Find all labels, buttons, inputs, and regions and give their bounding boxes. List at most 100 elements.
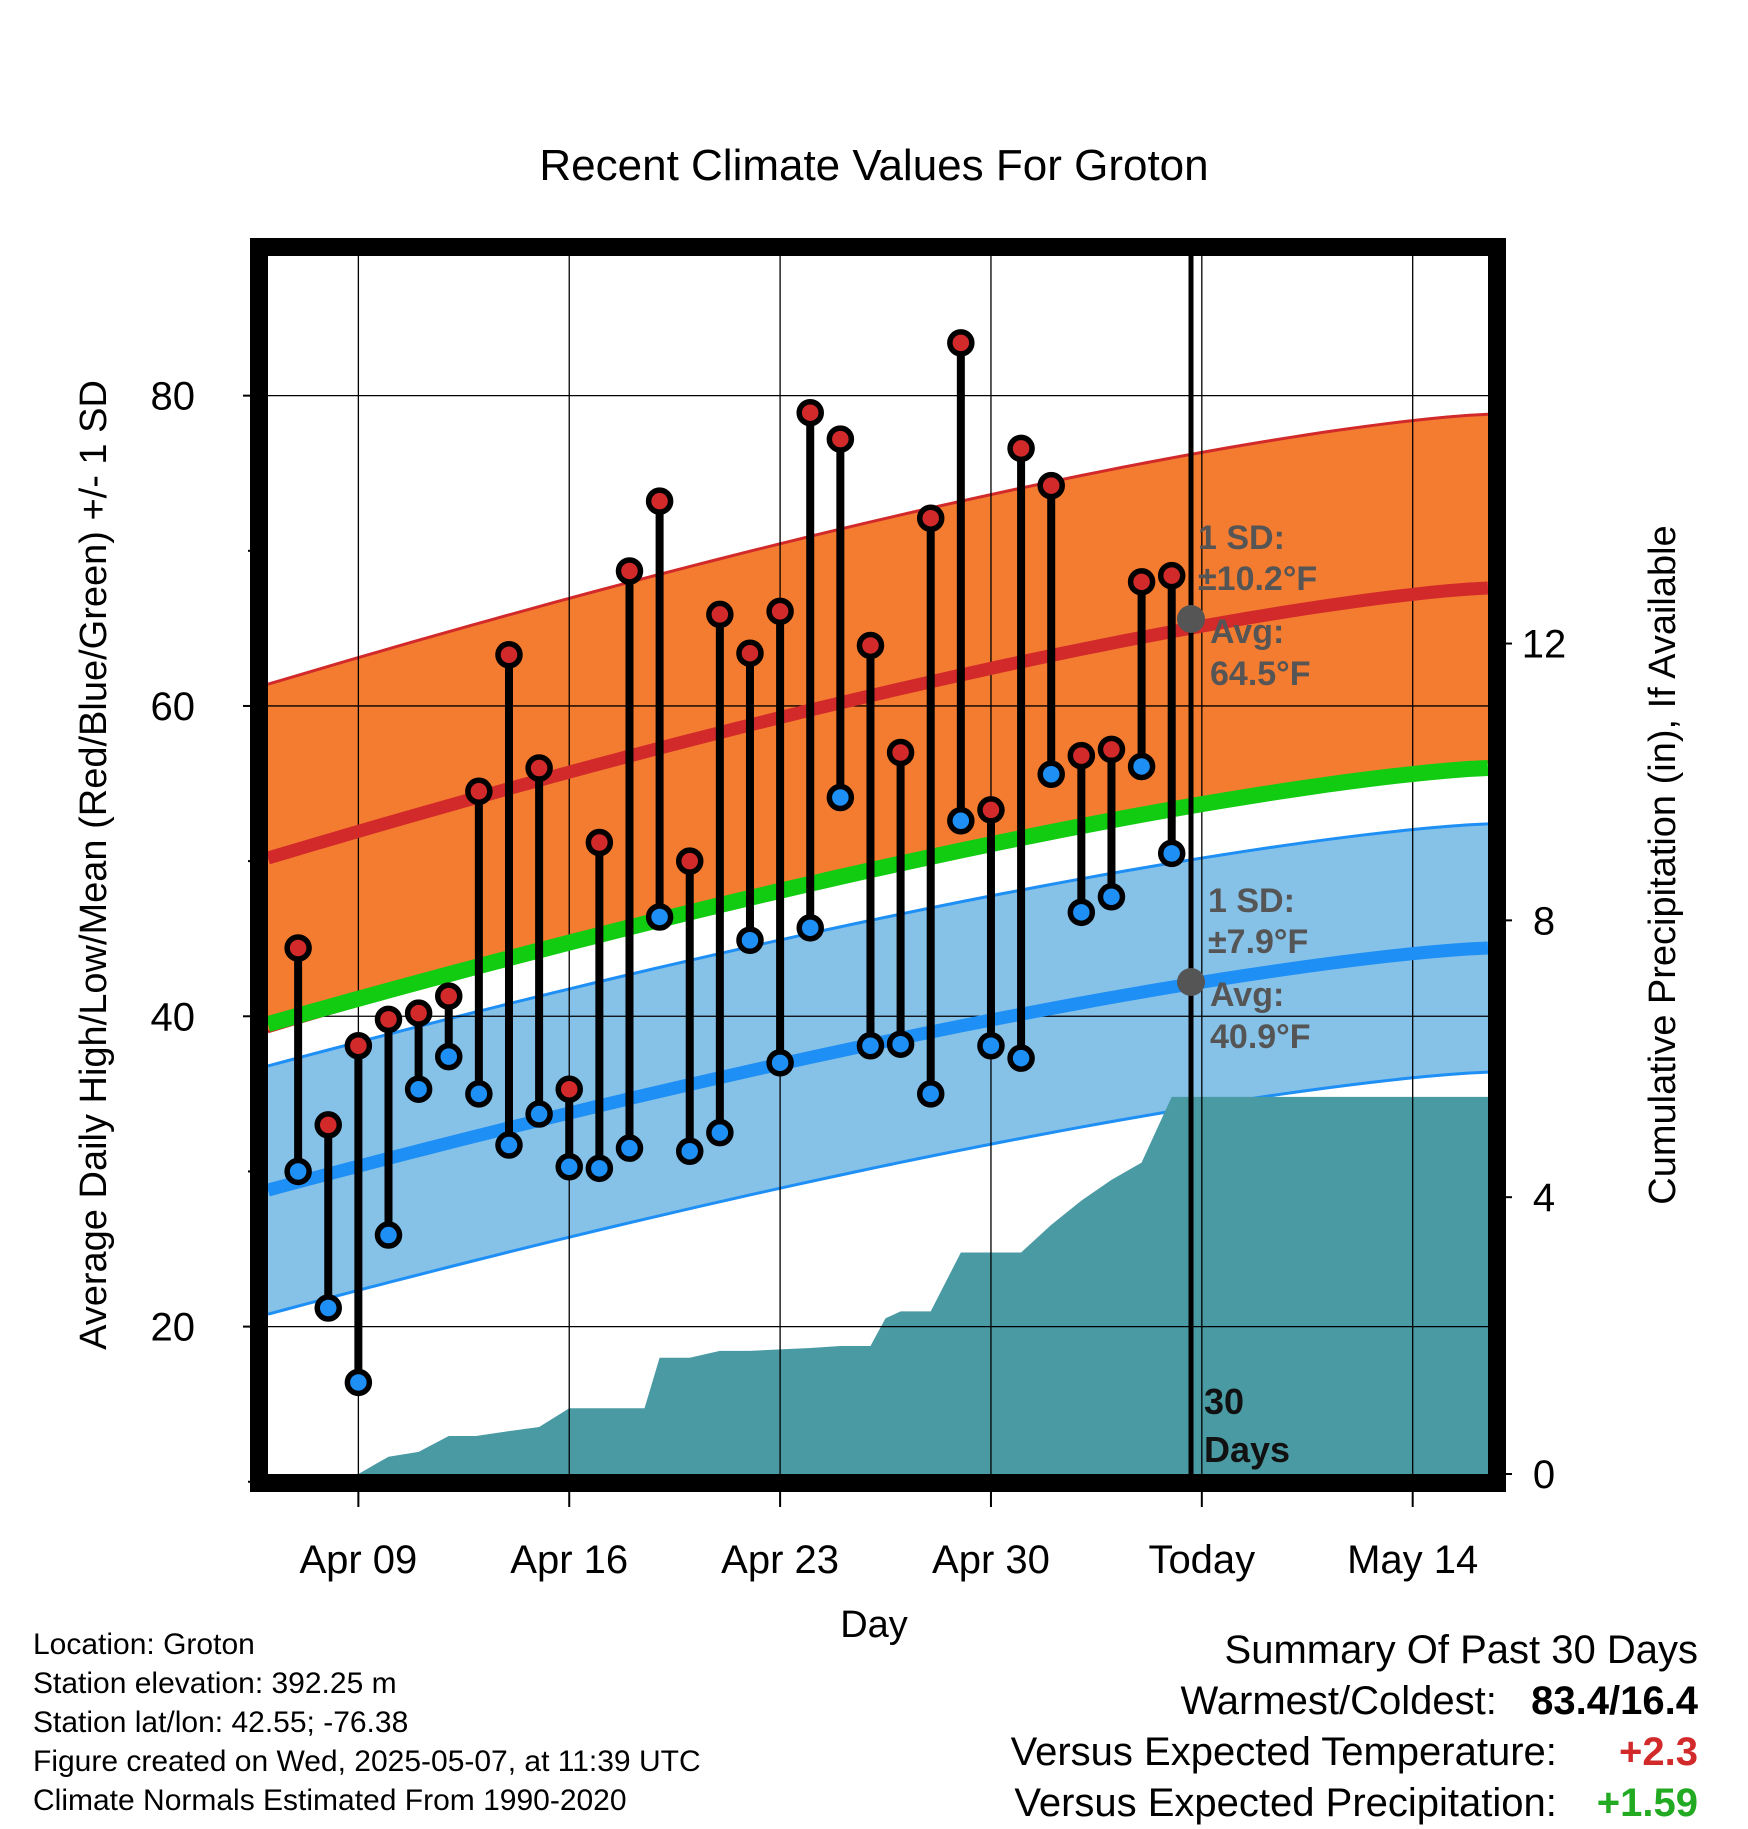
daily-high-point	[495, 641, 523, 669]
low-sd-band	[268, 823, 1488, 1315]
daily-high-point	[1037, 471, 1065, 500]
daily-low-point	[856, 1032, 885, 1060]
low-sd-label: 1 SD:	[1208, 882, 1295, 920]
daily-high-point	[826, 425, 855, 453]
daily-low-point	[1037, 760, 1065, 788]
daily-low-point	[886, 1030, 915, 1058]
latlon-text: Station lat/lon: 42.55; -76.38	[33, 1706, 409, 1739]
y-right-tick-label: 0	[1533, 1453, 1555, 1497]
location-text: Location: Groton	[33, 1628, 255, 1661]
precip-layer	[358, 1096, 1488, 1474]
daily-high-point	[706, 600, 734, 629]
daily-low-point	[706, 1118, 734, 1147]
daily-high-point	[434, 982, 463, 1010]
summary-temp: Versus Expected Temperature: +2.3	[1011, 1727, 1698, 1778]
daily-low-point	[434, 1042, 463, 1071]
daily-high-point	[675, 847, 704, 875]
right-axis: 0 4 8 12	[1497, 623, 1566, 1497]
days-label-text: Days	[1204, 1429, 1290, 1470]
chart-title: Recent Climate Values For Groton	[539, 141, 1208, 190]
x-tick-label: Apr 09	[299, 1538, 417, 1582]
daily-high-point	[344, 1032, 373, 1060]
daily-low-point	[1157, 839, 1186, 868]
daily-markers	[284, 329, 1186, 1397]
daily-high-point	[947, 329, 975, 357]
daily-low-point	[374, 1221, 403, 1249]
daily-high-point	[645, 487, 674, 515]
daily-low-point	[675, 1137, 704, 1166]
warm-cold-label: Warmest/Coldest:	[1180, 1679, 1497, 1723]
daily-low-point	[1127, 752, 1156, 781]
daily-high-point	[856, 631, 885, 660]
precip-label: Versus Expected Precipitation:	[1014, 1781, 1557, 1825]
daily-high-point	[916, 504, 945, 532]
y-left-tick-label: 60	[151, 685, 196, 729]
daily-low-point	[284, 1157, 312, 1186]
daily-high-point	[1007, 434, 1035, 463]
daily-high-point	[525, 754, 553, 782]
daily-low-point	[645, 903, 674, 931]
low-sd-value: ±7.9°F	[1208, 923, 1308, 961]
y-right-tick-label: 8	[1533, 899, 1555, 943]
daily-low-point	[314, 1294, 342, 1322]
daily-low-point	[947, 807, 975, 835]
y-left-tick-label: 40	[151, 995, 196, 1039]
normals-text: Climate Normals Estimated From 1990-2020	[33, 1784, 627, 1817]
daily-low-point	[766, 1049, 794, 1077]
daily-low-point	[1067, 898, 1096, 927]
daily-low-point	[1097, 883, 1126, 911]
y-left-tick-label: 80	[151, 375, 196, 419]
days-label-number: 30	[1204, 1381, 1244, 1422]
daily-low-point	[344, 1368, 373, 1397]
y-right-tick-label: 4	[1533, 1176, 1555, 1220]
summary-precip: Versus Expected Precipitation: +1.59	[1011, 1778, 1698, 1829]
daily-high-point	[314, 1111, 342, 1139]
daily-low-point	[585, 1154, 614, 1183]
daily-low-point	[826, 783, 855, 812]
daily-high-point	[1157, 561, 1186, 590]
high-sd-band-upper-edge	[267, 412, 1489, 686]
x-tick-label: Today	[1148, 1538, 1255, 1582]
x-axis: Apr 09 Apr 16 Apr 23 Apr 30 Today May 14	[299, 1492, 1478, 1582]
y-left-tick-label: 20	[151, 1306, 196, 1350]
daily-low-point	[555, 1153, 583, 1181]
summary-panel: Summary Of Past 30 Days Warmest/Coldest:…	[1011, 1625, 1698, 1829]
plot-frame	[250, 238, 1506, 1492]
high-avg-point	[1177, 605, 1205, 633]
daily-bars	[294, 342, 1176, 1383]
daily-low-point	[495, 1131, 523, 1159]
daily-high-point	[796, 398, 824, 427]
daily-low-point	[736, 926, 764, 955]
high-sd-value: ±10.2°F	[1198, 560, 1317, 598]
high-avg-label: Avg:	[1210, 613, 1284, 651]
daily-low-point	[916, 1080, 945, 1108]
x-tick-label: Apr 16	[510, 1538, 628, 1582]
daily-high-point	[585, 828, 614, 857]
daily-high-point	[1097, 735, 1126, 764]
precip-area	[358, 1096, 1488, 1474]
summary-warm-cold: Warmest/Coldest: 83.4/16.4	[1011, 1676, 1699, 1727]
daily-high-point	[886, 738, 915, 767]
low-avg-value: 40.9°F	[1210, 1018, 1311, 1056]
high-sd-label: 1 SD:	[1198, 519, 1285, 557]
daily-high-point	[736, 639, 764, 667]
daily-high-point	[615, 557, 644, 585]
daily-low-point	[525, 1100, 553, 1128]
warm-cold-value: 83.4/16.4	[1531, 1679, 1698, 1723]
daily-low-point	[404, 1075, 433, 1103]
daily-high-point	[404, 999, 433, 1027]
daily-low-point	[796, 914, 824, 942]
left-axis: 20 40 60 80	[151, 375, 259, 1483]
daily-low-point	[465, 1080, 493, 1108]
x-axis-label: Day	[840, 1604, 908, 1646]
temp-value: +2.3	[1619, 1730, 1698, 1774]
daily-low-point	[615, 1134, 644, 1162]
y-axis-left-label: Average Daily High/Low/Mean (Red/Blue/Gr…	[73, 380, 115, 1350]
x-tick-label: Apr 30	[932, 1538, 1050, 1582]
low-avg-point	[1177, 968, 1205, 996]
high-avg-value: 64.5°F	[1210, 655, 1311, 693]
daily-high-point	[555, 1075, 583, 1103]
daily-high-point	[284, 934, 312, 962]
station-info: Location: Groton Station elevation: 392.…	[33, 1625, 701, 1820]
